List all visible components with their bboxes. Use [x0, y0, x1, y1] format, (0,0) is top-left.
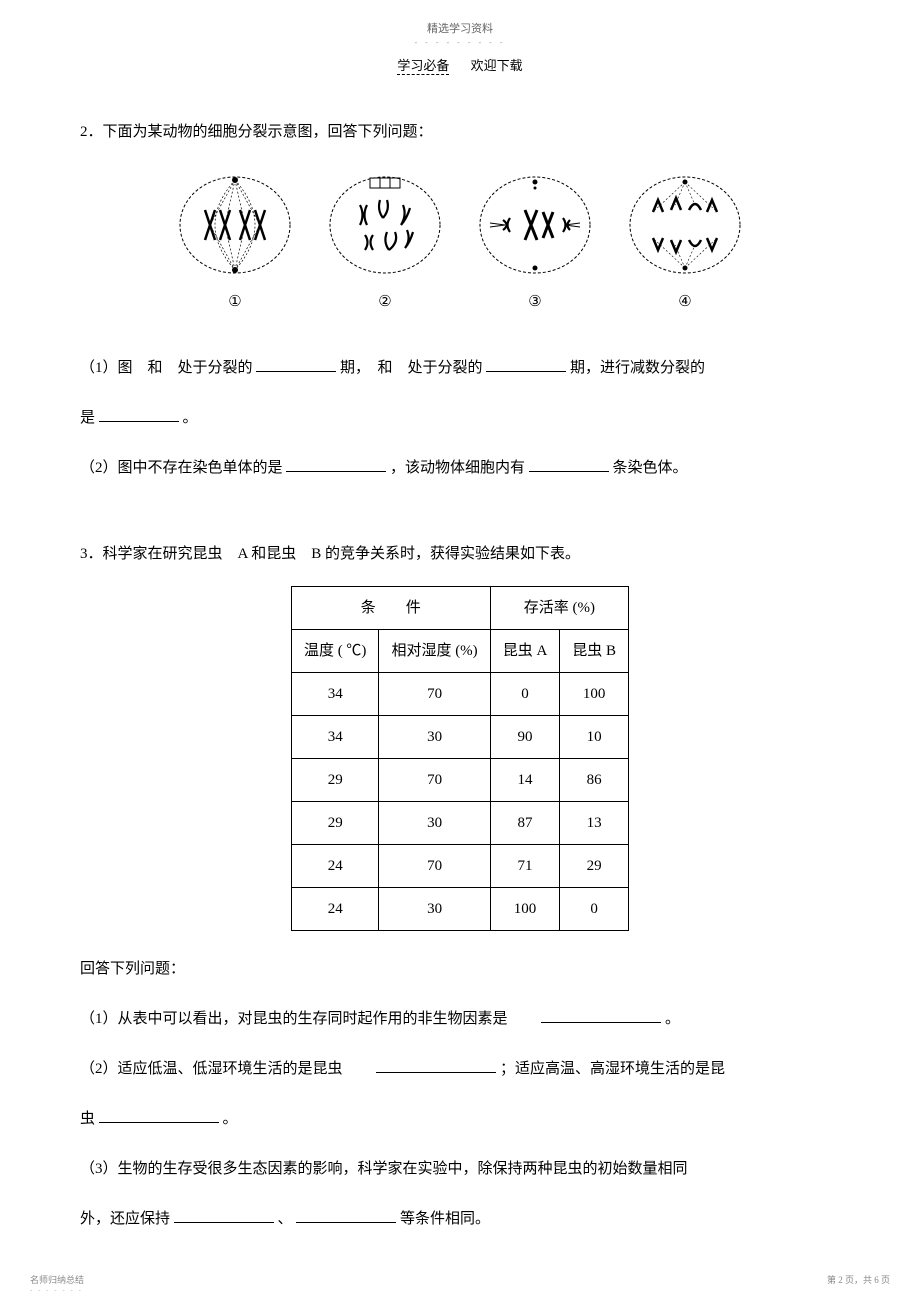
blank — [529, 457, 609, 472]
cell: 90 — [490, 716, 560, 759]
table-row: 24 30 100 0 — [291, 888, 628, 931]
table-row: 24 70 71 29 — [291, 845, 628, 888]
cell: 70 — [379, 845, 490, 888]
q3-a1-a: （1）从表中可以看出，对昆虫的生存同时起作用的非生物因素是 — [80, 1011, 508, 1027]
q2-line2-b: 。 — [183, 410, 198, 426]
cell: 70 — [379, 759, 490, 802]
q2-title: 2．下面为某动物的细胞分裂示意图，回答下列问题： — [80, 114, 840, 150]
cell-label-2: ② — [378, 284, 391, 320]
cell: 29 — [560, 845, 629, 888]
cell: 34 — [291, 716, 379, 759]
data-table: 条 件 存活率 (%) 温度 ( ℃) 相对湿度 (%) 昆虫 A 昆虫 B 3… — [291, 586, 629, 931]
cell: 0 — [490, 673, 560, 716]
blank — [174, 1208, 274, 1223]
th-insect-b: 昆虫 B — [560, 630, 629, 673]
cell-label-1: ① — [228, 284, 241, 320]
q2-line1-c: 期，进行减数分裂的 — [570, 360, 705, 376]
q3-a2-line2: 虫 。 — [80, 1101, 840, 1137]
blank — [286, 457, 386, 472]
footer-right: 第 2 页，共 6 页 — [827, 1273, 890, 1286]
cell: 30 — [379, 716, 490, 759]
blank — [256, 357, 336, 372]
table-row: 34 30 90 10 — [291, 716, 628, 759]
q3-a1-b: 。 — [665, 1011, 680, 1027]
q2-line1-b: 期， 和 处于分裂的 — [340, 360, 483, 376]
th-conditions: 条 件 — [291, 587, 490, 630]
cell-label-4: ④ — [678, 284, 691, 320]
table-row: 29 30 87 13 — [291, 802, 628, 845]
cell: 24 — [291, 845, 379, 888]
q3-a3-d: 等条件相同。 — [400, 1211, 490, 1227]
cell: 100 — [560, 673, 629, 716]
cell-diagram-2: ② — [325, 170, 445, 320]
cell-diagram-4: ④ — [625, 170, 745, 320]
blank — [99, 407, 179, 422]
main-content: 2．下面为某动物的细胞分裂示意图，回答下列问题： — [80, 114, 840, 1237]
table-row: 条 件 存活率 (%) — [291, 587, 628, 630]
q2-line2: 是 。 — [80, 400, 840, 436]
cell: 70 — [379, 673, 490, 716]
blank — [296, 1208, 396, 1223]
cell-diagram-1: ① — [175, 170, 295, 320]
cell-diagram-3: ③ — [475, 170, 595, 320]
blank — [376, 1058, 496, 1073]
top-dots: - - - - - - - - - — [80, 38, 840, 47]
cell: 30 — [379, 802, 490, 845]
q3-a1: （1）从表中可以看出，对昆虫的生存同时起作用的非生物因素是 。 — [80, 1001, 840, 1037]
top-header: 精选学习资料 — [80, 20, 840, 36]
cell: 30 — [379, 888, 490, 931]
blank — [541, 1008, 661, 1023]
q3-a3-line2: 外，还应保持 、 等条件相同。 — [80, 1201, 840, 1237]
q2-line3-b: ，该动物体细胞内有 — [390, 460, 525, 476]
q3-a2-line1: （2）适应低温、低湿环境生活的是昆虫 ；适应高温、高湿环境生活的是昆 — [80, 1051, 840, 1087]
cell: 86 — [560, 759, 629, 802]
footer-left: 名师归纳总结 — [30, 1273, 84, 1286]
q2-line1-a: （1）图 和 处于分裂的 — [80, 360, 253, 376]
q3-answer-title: 回答下列问题： — [80, 951, 840, 987]
q2-line2-a: 是 — [80, 410, 95, 426]
th-insect-a: 昆虫 A — [490, 630, 560, 673]
cell: 34 — [291, 673, 379, 716]
blank — [99, 1108, 219, 1123]
q2-line3-c: 条染色体。 — [613, 460, 688, 476]
sub-header: 学习必备 欢迎下载 — [80, 55, 840, 74]
sub-header-left: 学习必备 — [397, 58, 449, 75]
q3-a2-b: ；适应高温、高湿环境生活的是昆 — [500, 1061, 725, 1077]
sub-header-right: 欢迎下载 — [471, 58, 523, 73]
cell: 13 — [560, 802, 629, 845]
cell-diagrams: ① ② — [80, 170, 840, 320]
q3-title: 3．科学家在研究昆虫 A 和昆虫 B 的竞争关系时，获得实验结果如下表。 — [80, 536, 840, 572]
footer-dots: - - - - - - - — [30, 1286, 83, 1294]
cell: 24 — [291, 888, 379, 931]
q2-line1: （1）图 和 处于分裂的 期， 和 处于分裂的 期，进行减数分裂的 — [80, 350, 840, 386]
cell: 0 — [560, 888, 629, 931]
cell: 71 — [490, 845, 560, 888]
th-temp: 温度 ( ℃) — [291, 630, 379, 673]
th-survival: 存活率 (%) — [490, 587, 628, 630]
q3-a3-line1: （3）生物的生存受很多生态因素的影响，科学家在实验中，除保持两种昆虫的初始数量相… — [80, 1151, 840, 1187]
blank — [486, 357, 566, 372]
q2-line3-a: （2）图中不存在染色单体的是 — [80, 460, 283, 476]
q3-a2-c: 虫 — [80, 1111, 95, 1127]
table-row: 29 70 14 86 — [291, 759, 628, 802]
th-humidity: 相对湿度 (%) — [379, 630, 490, 673]
cell: 87 — [490, 802, 560, 845]
q3-a3-c: 、 — [278, 1211, 293, 1227]
cell-label-3: ③ — [528, 284, 541, 320]
table-row: 温度 ( ℃) 相对湿度 (%) 昆虫 A 昆虫 B — [291, 630, 628, 673]
table-row: 34 70 0 100 — [291, 673, 628, 716]
q3-a2-a: （2）适应低温、低湿环境生活的是昆虫 — [80, 1061, 343, 1077]
cell: 29 — [291, 759, 379, 802]
cell: 29 — [291, 802, 379, 845]
q2-line3: （2）图中不存在染色单体的是 ，该动物体细胞内有 条染色体。 — [80, 450, 840, 486]
q3-a2-d: 。 — [223, 1111, 238, 1127]
cell: 14 — [490, 759, 560, 802]
cell: 10 — [560, 716, 629, 759]
q3-a3-b: 外，还应保持 — [80, 1211, 170, 1227]
cell: 100 — [490, 888, 560, 931]
